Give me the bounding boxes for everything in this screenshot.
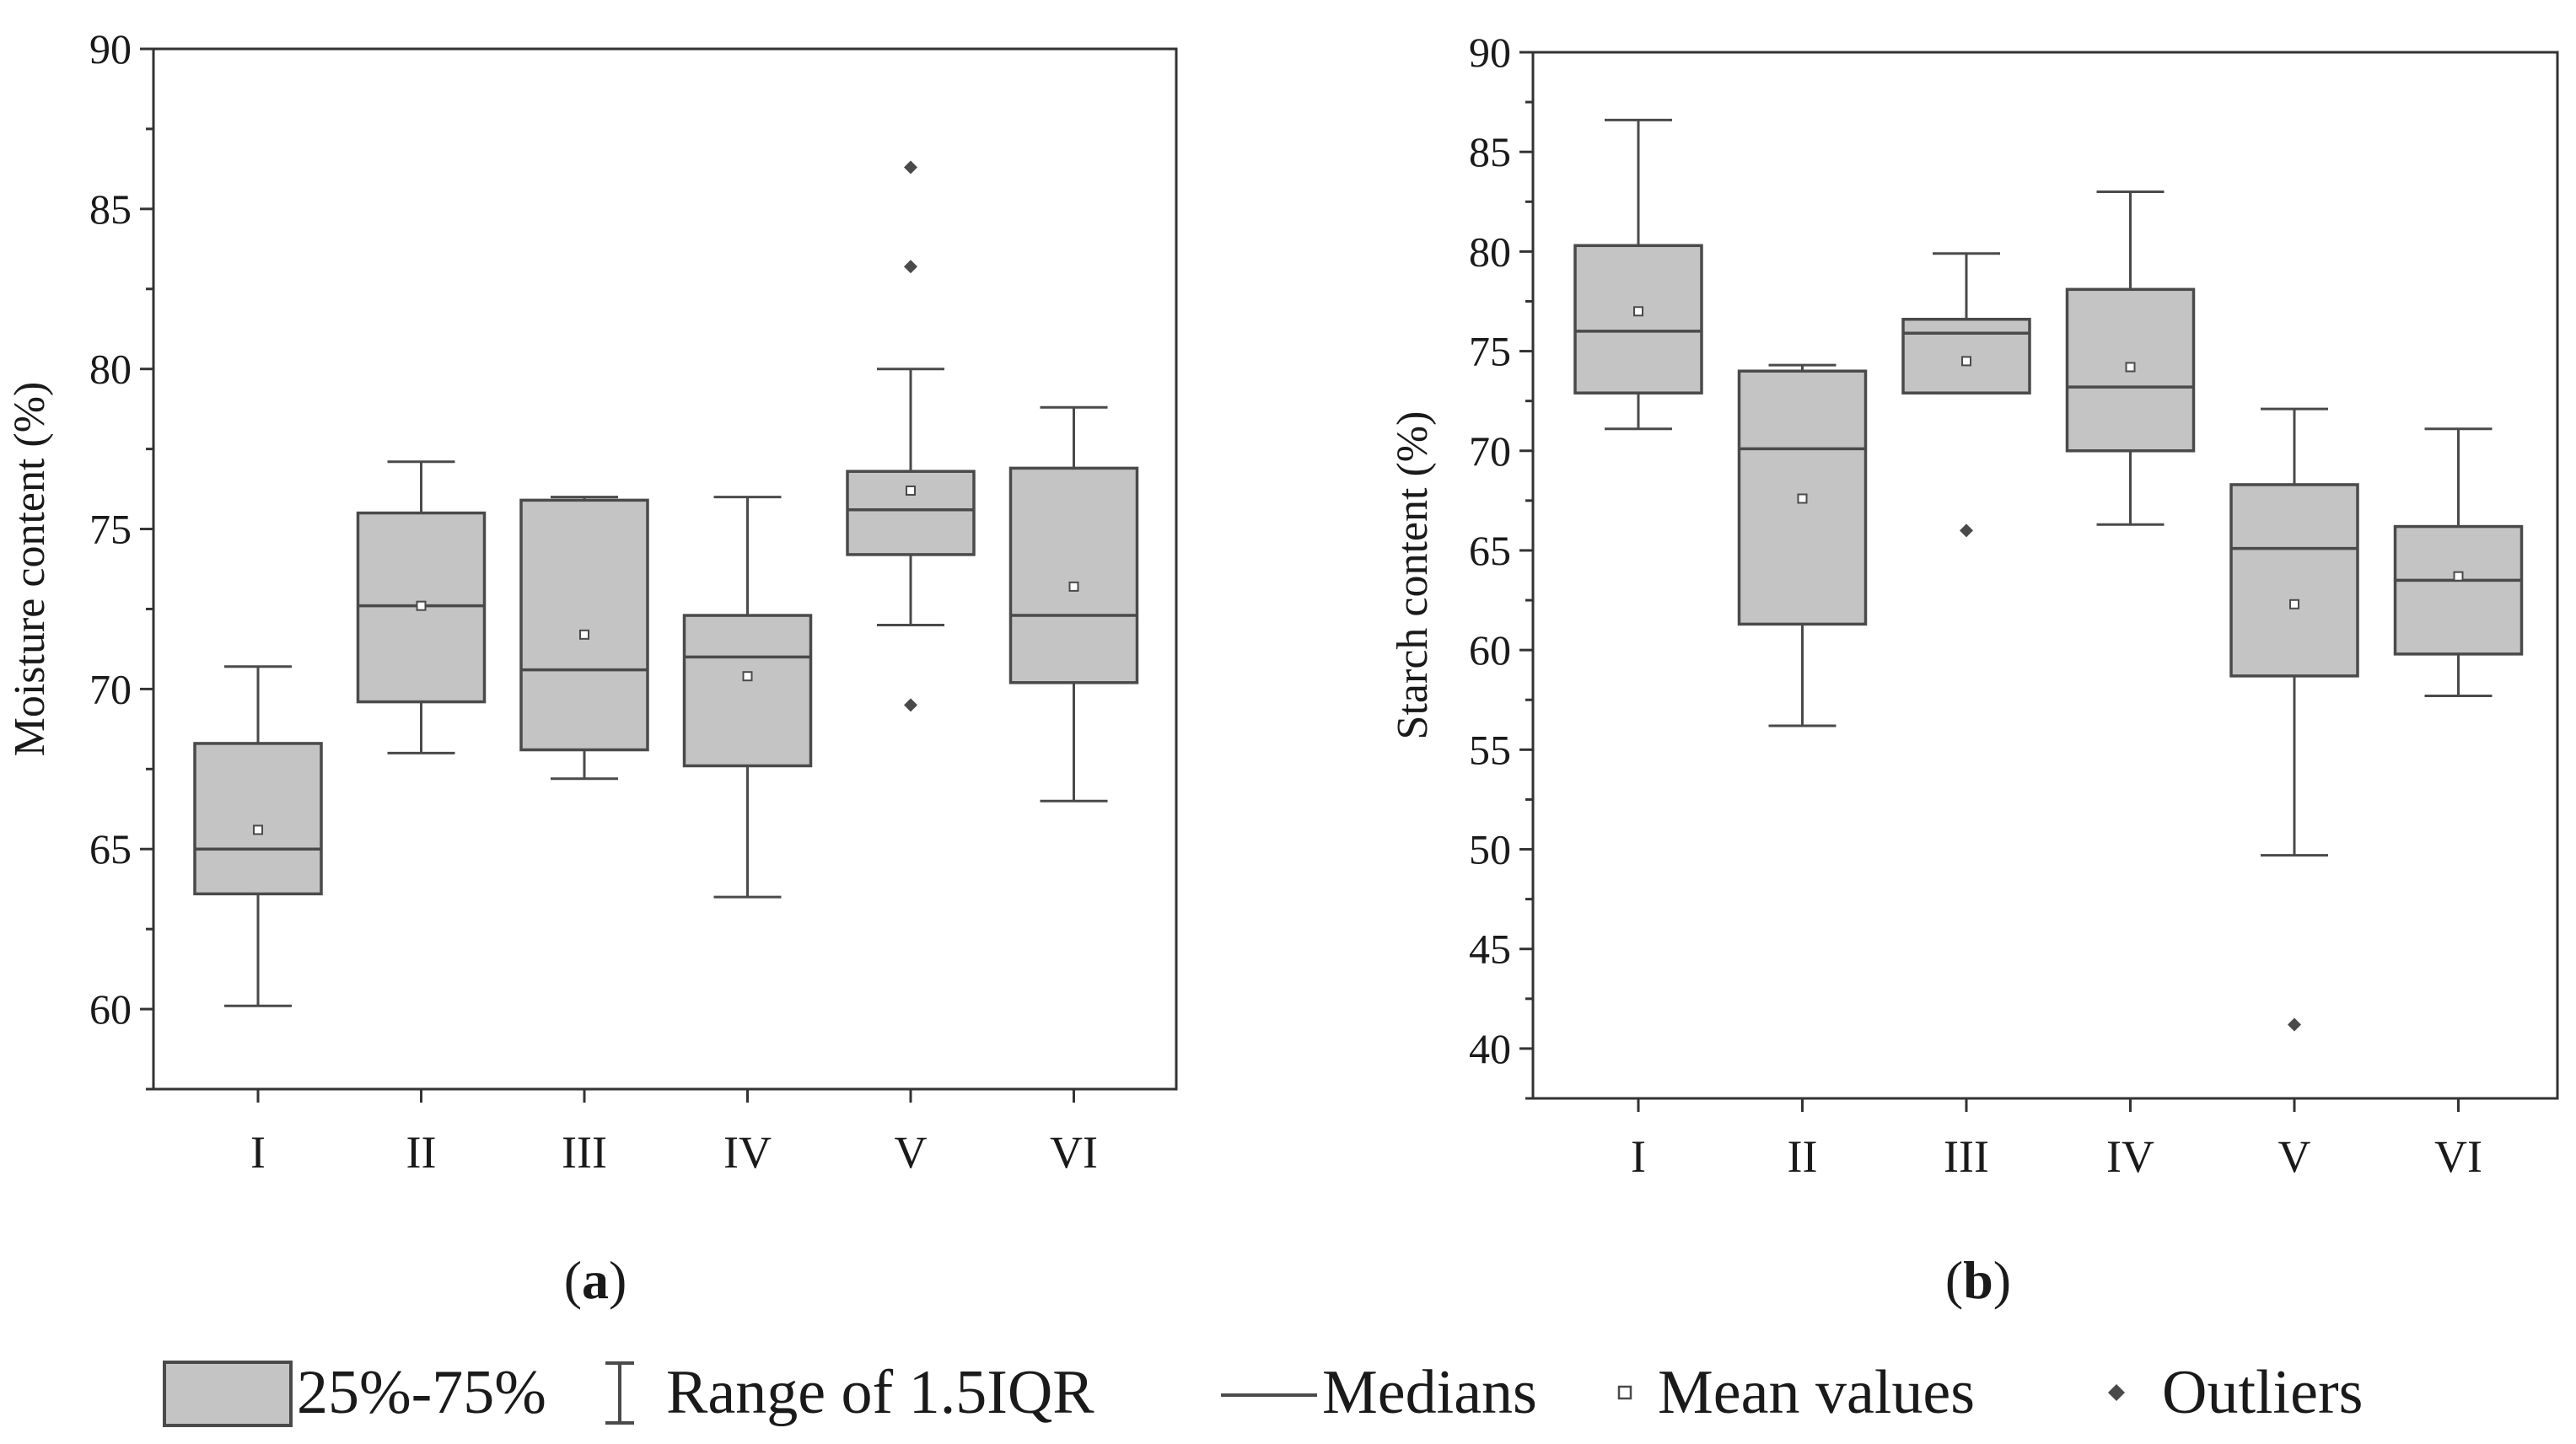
y-tick-label: 40 — [1469, 1025, 1511, 1072]
outlier-marker — [904, 698, 917, 712]
x-tick-label: III — [562, 1127, 607, 1178]
y-tick-label: 60 — [1469, 626, 1511, 674]
legend-median-label: Medians — [1322, 1358, 1537, 1427]
iqr-box — [1573, 244, 1703, 395]
mean-marker — [2289, 599, 2299, 609]
x-tick-label: V — [2278, 1131, 2311, 1182]
box-group-V — [2229, 407, 2359, 1032]
x-tick-label: I — [1631, 1131, 1646, 1182]
mean-marker — [2453, 571, 2464, 582]
box-group-III — [519, 496, 649, 781]
x-tick-label: IV — [723, 1127, 772, 1178]
box-group-IV — [2065, 190, 2196, 526]
legend-box-label: 25%-75% — [297, 1358, 546, 1427]
y-tick-label: 90 — [1469, 29, 1511, 76]
y-tick-label: 90 — [89, 25, 132, 72]
panel-label: (a) — [564, 1250, 627, 1310]
panel-label: (b) — [1945, 1250, 2011, 1310]
plot-frame — [152, 47, 1178, 1091]
box-group-IV — [682, 496, 813, 899]
mean-marker — [416, 600, 427, 611]
box-group-V — [846, 160, 976, 712]
mean-marker — [1633, 306, 1643, 317]
box-group-II — [1737, 363, 1868, 727]
x-tick-label: V — [895, 1127, 928, 1178]
mean-marker — [579, 629, 589, 640]
outlier-marker — [2288, 1017, 2301, 1032]
legend-mean-label: Mean values — [1658, 1358, 1975, 1427]
y-tick-label: 70 — [89, 665, 132, 712]
mean-marker — [253, 824, 263, 835]
box-group-VI — [1008, 405, 1139, 803]
mean-marker — [2125, 362, 2136, 373]
box-group-I — [1573, 118, 1703, 431]
mean-marker — [1068, 581, 1079, 592]
mean-marker — [742, 671, 753, 682]
y-tick-label: 50 — [1469, 826, 1511, 873]
y-tick-label: 65 — [89, 825, 132, 872]
iqr-box — [519, 498, 649, 752]
y-tick-label: 65 — [1469, 527, 1511, 574]
outlier-marker — [904, 160, 917, 174]
mean-marker — [1961, 356, 1971, 367]
y-tick-label: 45 — [1469, 926, 1511, 973]
y-tick-label: 85 — [89, 185, 132, 233]
mean-marker — [1797, 493, 1808, 504]
y-axis-label: Starch content (%) — [1389, 411, 1437, 740]
y-tick-label: 60 — [89, 985, 132, 1033]
x-tick-label: I — [250, 1127, 266, 1178]
outlier-marker — [904, 260, 917, 274]
legend-whisker-label: Range of 1.5IQR — [666, 1358, 1094, 1427]
legend-mean-swatch — [1617, 1385, 1632, 1400]
y-tick-label: 70 — [1469, 427, 1511, 475]
iqr-box — [356, 511, 487, 704]
iqr-box — [1008, 466, 1139, 684]
y-tick-label: 55 — [1469, 726, 1511, 773]
box-group-II — [356, 460, 487, 754]
legend: 25%-75% Range of 1.5IQR Medians Mean values… — [163, 1358, 2363, 1427]
iqr-box — [682, 614, 813, 768]
iqr-box — [193, 742, 323, 896]
legend-box-swatch — [163, 1361, 293, 1427]
y-tick-label: 80 — [89, 346, 132, 393]
box-group-III — [1901, 252, 2031, 538]
legend-outlier-swatch — [2108, 1384, 2125, 1401]
iqr-box — [2393, 524, 2524, 656]
y-axis-label: Moisture content (%) — [6, 382, 54, 757]
x-tick-label: VI — [2434, 1131, 2482, 1182]
box-group-I — [193, 665, 323, 1007]
chart-panel-b: 40 45 50 55 60 65 70 75 80 85 90 Starch content (%)… — [1389, 29, 2559, 1310]
x-tick-label: II — [406, 1127, 437, 1178]
y-tick-label: 75 — [89, 506, 132, 553]
y-tick-label: 75 — [1469, 328, 1511, 375]
plot-frame — [1531, 51, 2559, 1100]
x-tick-label: VI — [1050, 1127, 1098, 1178]
y-tick-label: 80 — [1469, 228, 1511, 275]
y-tick-label: 85 — [1469, 128, 1511, 175]
legend-outlier-label: Outliers — [2162, 1358, 2363, 1427]
x-tick-label: IV — [2106, 1131, 2154, 1182]
x-tick-label: III — [1944, 1131, 1989, 1182]
mean-marker — [906, 485, 916, 496]
box-group-VI — [2393, 427, 2524, 698]
x-tick-label: II — [1788, 1131, 1818, 1182]
outlier-marker — [1960, 523, 1973, 538]
iqr-box — [846, 470, 976, 556]
iqr-box — [2229, 483, 2359, 678]
